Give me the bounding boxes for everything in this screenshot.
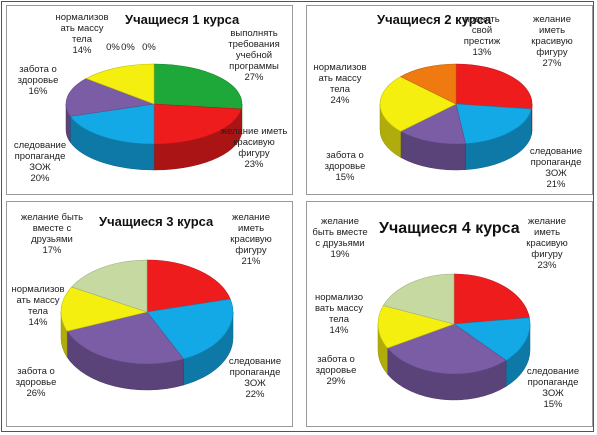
pie-slice-4: [382, 273, 455, 325]
slice-label-zozh: следование пропаганде ЗОЖ 15%: [526, 366, 580, 410]
chart-title: Учащиеся 2 курса: [377, 12, 492, 27]
slice-label-friends: желание быть вместе с друзьями 17%: [20, 212, 84, 256]
pie-slice-2: [386, 323, 507, 375]
pie-slice-2: [69, 103, 155, 145]
slice-label-friends: желание быть вместе с друзьями 19%: [312, 216, 368, 260]
slice-label-zero-3: 0%: [142, 42, 156, 53]
slice-label-health: забота о здоровье 29%: [315, 354, 357, 387]
slice-label-health: забота о здоровье 26%: [15, 366, 57, 399]
pie-panel-course-3: Учащиеся 3 курса желание иметь красивую …: [6, 201, 293, 427]
slice-label-weight: нормализов ать массу тела 24%: [313, 62, 367, 106]
slice-label-figure: желание иметь красивую фигуру 23%: [526, 216, 568, 271]
pie-chart-course-3: [60, 259, 234, 391]
slice-label-zozh: следование пропаганде ЗОЖ 22%: [228, 356, 282, 400]
pie-slice-4: [85, 63, 155, 105]
pie-panel-course-2: Учащиеся 2 курса желание иметь красивую …: [306, 5, 593, 195]
slice-label-weight: нормализов ать массу тела 14%: [11, 284, 65, 328]
slice-label-prestige: поднять свой престиж 13%: [463, 14, 501, 58]
pie-slice-1: [455, 103, 532, 145]
pie-slice-1: [453, 317, 531, 361]
slice-label-weight: нормализов ать массу тела 14%: [55, 12, 109, 56]
slice-label-figure: желание иметь красивую фигуру 27%: [531, 14, 573, 69]
pie-slice-3: [379, 76, 457, 132]
slice-label-weight: нормализо вать массу тела 14%: [314, 292, 364, 336]
pie-panel-course-4: Учащиеся 4 курса желание иметь красивую …: [306, 201, 593, 427]
pie-slice-1: [153, 103, 242, 145]
pie-slice-0: [153, 63, 243, 110]
slice-label-health: забота о здоровье 16%: [17, 64, 59, 97]
pie-slice-3: [60, 286, 149, 332]
pie-slice-0: [146, 259, 231, 313]
slice-label-zero-1: 0%: [106, 42, 120, 53]
slice-label-figure: желание иметь красивую фигуру 21%: [230, 212, 272, 267]
pie-slice-0: [453, 273, 530, 325]
pie-slice-2: [66, 311, 185, 365]
pie-slice-3: [65, 78, 156, 117]
slice-label-figure: желание иметь красивую фигуру 23%: [220, 126, 288, 170]
slice-label-zero-2: 0%: [121, 42, 135, 53]
slice-label-zozh: следование пропаганде ЗОЖ 21%: [529, 146, 583, 190]
slice-label-requirements: выполнять требования учебной программы 27…: [228, 28, 280, 83]
pie-slice-2: [399, 103, 466, 145]
chart-title: Учащиеся 3 курса: [99, 214, 214, 229]
slice-label-health: забота о здоровье 15%: [324, 150, 366, 183]
slice-label-zozh: следование пропаганде ЗОЖ 20%: [13, 140, 67, 184]
pie-panel-course-1: Учащиеся 1 курса выполнять требования уч…: [6, 5, 293, 195]
pie-chart-course-1: [65, 63, 243, 171]
chart-title: Учащиеся 4 курса: [379, 220, 520, 237]
pie-chart-course-2: [379, 63, 533, 171]
pie-slice-0: [455, 63, 533, 110]
pie-slice-3: [377, 305, 456, 349]
chart-title: Учащиеся 1 курса: [125, 12, 240, 27]
pie-slice-4: [399, 63, 457, 105]
pie-slice-4: [71, 259, 148, 313]
pie-slice-1: [146, 298, 234, 360]
pie-chart-course-4: [377, 273, 531, 401]
